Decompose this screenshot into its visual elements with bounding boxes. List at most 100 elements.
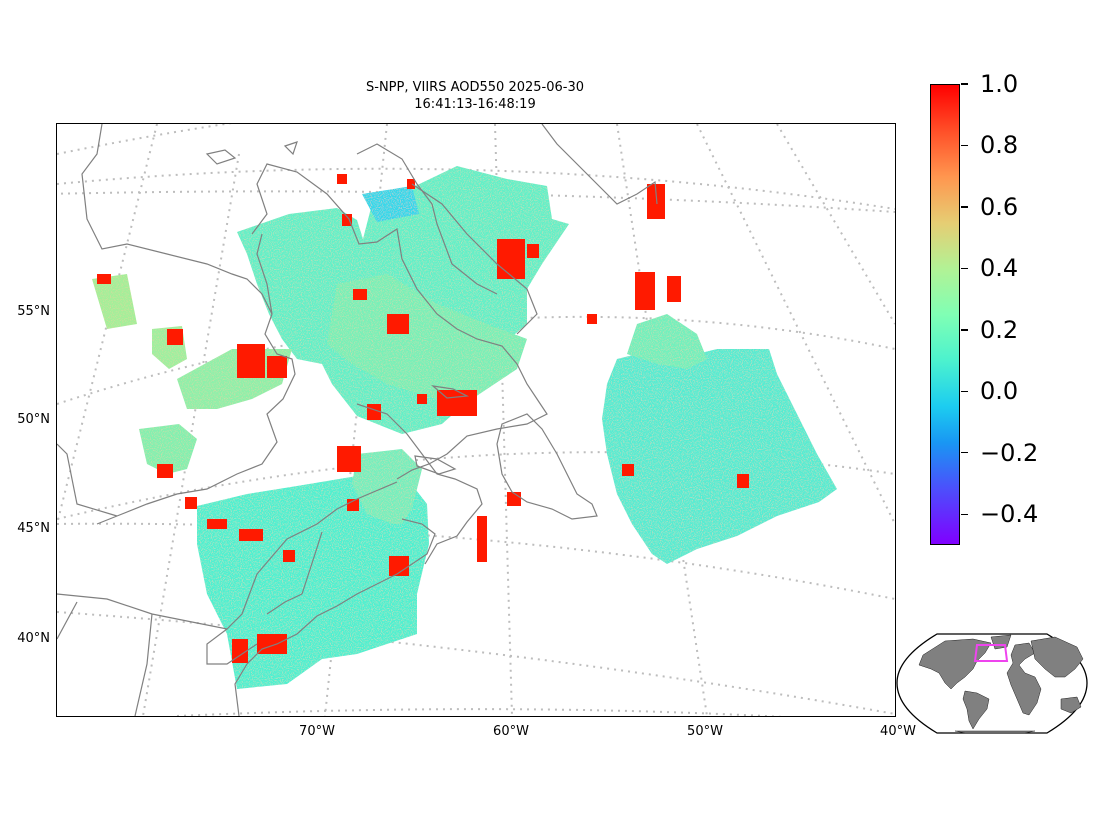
coastline-newengland — [234, 583, 378, 716]
graticule-lon-50 — [616, 124, 708, 716]
coastline-labrador — [411, 183, 538, 335]
hotspot — [437, 390, 477, 416]
globe-land — [918, 634, 1084, 734]
coastline-ungava — [356, 143, 498, 295]
lon-label-70w: 70°W — [299, 724, 335, 739]
hotspot — [97, 274, 111, 284]
hotspot — [389, 556, 409, 576]
hotspot — [342, 214, 352, 226]
coastline-novascotia — [376, 518, 436, 585]
graticule-lat-35 — [176, 708, 785, 716]
graticule-lat-60 — [57, 124, 232, 155]
colorbar-tick-label: 0.6 — [980, 192, 1019, 221]
aod-swath-west1 — [139, 424, 197, 474]
aod-swath-bay — [362, 186, 419, 222]
coastline-stlawrence — [356, 403, 483, 565]
lon-label-40w: 40°W — [880, 724, 916, 739]
colorbar-tick-mark — [961, 267, 968, 270]
lat-label-40: 40°N — [17, 631, 50, 646]
aod-swath-south — [197, 472, 429, 689]
hotspot — [635, 272, 655, 310]
border-states-4 — [266, 593, 303, 615]
hotspot — [507, 492, 521, 506]
colorbar-tick-mark — [961, 452, 968, 454]
land-australia — [1060, 696, 1082, 714]
colorbar-tick-label: −0.4 — [980, 500, 1039, 529]
map-canvas — [57, 124, 895, 716]
hotspot — [667, 276, 681, 302]
land-europe-africa — [1006, 642, 1042, 716]
coastline-quebec — [251, 163, 548, 480]
lat-label-50: 50°N — [17, 412, 50, 427]
hotspot — [207, 519, 227, 529]
coastline-newfoundland — [496, 413, 598, 520]
border-states-3 — [206, 628, 258, 665]
hotspot — [237, 344, 265, 378]
world-inset-map — [896, 633, 1088, 734]
land-north-america — [918, 638, 992, 690]
hotspot — [267, 356, 287, 378]
hotspot — [407, 179, 415, 189]
hotspot — [622, 464, 634, 476]
hotspot — [647, 184, 665, 219]
colorbar-tick-mark — [961, 206, 968, 208]
hotspot — [257, 634, 287, 654]
hotspot — [417, 394, 427, 404]
aod-field — [92, 166, 837, 689]
lat-label-45: 45°N — [17, 521, 50, 536]
colorbar-tick-mark — [961, 390, 968, 393]
border-states-5 — [301, 531, 323, 595]
lat-label-55: 55°N — [17, 304, 50, 319]
hotspot — [239, 529, 263, 541]
aod-swath-labrador — [627, 314, 707, 369]
colorbar-tick-mark — [961, 513, 968, 515]
colorbar-tick-label: −0.2 — [980, 438, 1039, 467]
border-states-1 — [134, 613, 153, 716]
aod-swath-atlantic — [602, 349, 837, 564]
graticule-lat-55 — [57, 167, 895, 210]
colorbar — [930, 84, 960, 545]
border-states-6 — [57, 443, 118, 517]
colorbar-tick-label: 0.4 — [980, 254, 1019, 283]
island-belcher — [283, 141, 298, 156]
colorbar-tick-mark — [961, 144, 968, 147]
island-baffin — [205, 149, 237, 165]
map-title: S-NPP, VIIRS AOD550 2025-06-30 16:41:13-… — [260, 79, 690, 113]
coastline-greenland — [541, 124, 658, 205]
colorbar-tick-label: 1.0 — [980, 70, 1019, 98]
hotspot — [367, 404, 381, 420]
hotspot — [587, 314, 597, 324]
hotspot — [185, 497, 197, 509]
colorbar-tick-mark — [961, 329, 968, 331]
hotspot — [497, 239, 525, 279]
hotspot — [157, 464, 173, 478]
coastline-hudson-bay — [81, 124, 296, 525]
hotspot — [353, 289, 367, 300]
coastline-james-bay — [256, 233, 273, 315]
graticule-lon-80 — [57, 124, 158, 525]
aod-swath-quebec — [327, 274, 527, 399]
graticule-lat-40 — [57, 611, 895, 715]
hotspot — [337, 446, 361, 472]
hotspot — [337, 174, 347, 184]
graticule-lat-52 — [57, 315, 895, 405]
hotspot — [232, 639, 248, 663]
graticule-lon-40 — [776, 124, 895, 325]
hotspot — [387, 314, 409, 334]
hotspot — [167, 329, 183, 345]
hotspot — [283, 550, 295, 562]
graticule-lat-50 — [57, 451, 895, 520]
map-panel[interactable] — [56, 123, 896, 717]
border-states-2 — [57, 601, 78, 640]
inset-extent-box — [973, 644, 1009, 662]
lon-label-60w: 60°W — [493, 724, 529, 739]
coastline-pei — [414, 455, 457, 475]
graticule-lon-45 — [696, 124, 895, 525]
colorbar-tick-label: 0.0 — [980, 377, 1019, 406]
land-south-america — [962, 690, 990, 730]
land-antarctica — [954, 730, 1036, 734]
title-line-2: 16:41:13-16:48:19 — [414, 97, 536, 112]
coastline-anticosti — [431, 385, 470, 399]
land-asia — [1030, 636, 1084, 678]
lon-label-50w: 50°W — [687, 724, 723, 739]
